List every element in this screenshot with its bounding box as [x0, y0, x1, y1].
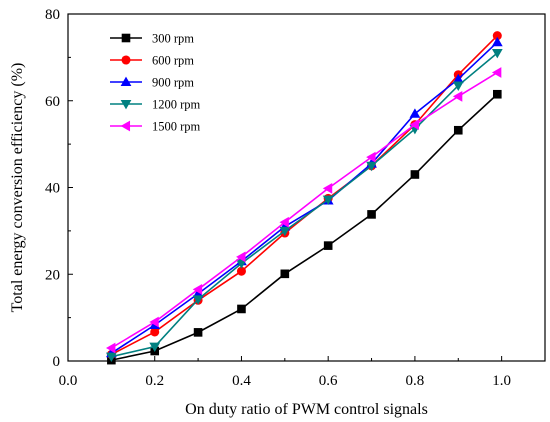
data-point — [366, 151, 376, 163]
x-tick-label: 0.6 — [319, 373, 338, 389]
x-tick-label: 0.2 — [145, 373, 164, 389]
data-point — [237, 304, 246, 314]
series-1200-rpm — [105, 49, 503, 363]
series-line — [111, 93, 498, 361]
data-point — [280, 269, 290, 279]
data-point — [492, 31, 502, 41]
series-line — [111, 52, 498, 358]
data-point — [193, 328, 203, 337]
data-point — [149, 316, 159, 328]
x-tick-label: 0.8 — [406, 373, 425, 389]
x-tick-label: 0.0 — [59, 373, 78, 389]
legend-marker — [120, 99, 132, 110]
legend-marker — [121, 33, 131, 43]
plot-frame — [67, 13, 546, 362]
legend-item: 1200 rpm — [110, 98, 201, 112]
legend-label: 1200 rpm — [152, 98, 201, 112]
legend-label: 600 rpm — [152, 54, 194, 68]
data-point — [491, 67, 502, 78]
data-point — [322, 195, 334, 206]
series-line — [110, 71, 498, 349]
legend-marker — [120, 76, 132, 87]
y-tick-label: 60 — [45, 94, 60, 110]
data-point — [192, 295, 204, 305]
legend-item: 1500 rpm — [110, 120, 201, 134]
legend-item: 900 rpm — [110, 76, 194, 90]
data-point — [236, 259, 247, 269]
x-axis-title: On duty ratio of PWM control signals — [185, 401, 428, 418]
data-point — [452, 81, 464, 91]
data-point — [279, 216, 289, 228]
data-point — [236, 266, 246, 276]
data-point — [491, 36, 503, 47]
data-point — [323, 241, 333, 250]
data-point — [453, 125, 463, 135]
legend-item: 600 rpm — [110, 54, 194, 68]
data-point — [452, 73, 464, 84]
series-line — [110, 41, 498, 354]
y-tick-label: 80 — [45, 7, 60, 23]
legend-label: 300 rpm — [152, 32, 194, 46]
data-point — [410, 170, 420, 179]
y-tick-label: 20 — [45, 267, 60, 283]
data-point — [105, 342, 116, 354]
legend-label: 900 rpm — [152, 76, 194, 90]
data-point — [236, 251, 246, 263]
data-point — [192, 284, 203, 295]
series-1500-rpm — [105, 67, 502, 354]
y-axis-ticks: 0 20 40 60 80 — [45, 7, 73, 370]
plot-border — [67, 13, 546, 362]
legend-marker — [121, 55, 131, 65]
data-point — [491, 49, 503, 59]
data-point — [409, 119, 419, 130]
data-point — [105, 352, 117, 363]
y-axis-title: Total energy conversion efficiency (%) — [9, 63, 26, 313]
legend-item: 300 rpm — [110, 32, 194, 46]
y-tick-label: 0 — [53, 354, 61, 370]
data-point — [279, 226, 291, 237]
legend: 300 rpm 600 rpm 900 rpm 1200 rpm 1500 rpm — [110, 32, 201, 134]
data-point — [367, 210, 376, 219]
data-point — [452, 91, 463, 102]
legend-label: 1500 rpm — [152, 120, 201, 134]
data-point — [409, 108, 421, 118]
data-point — [322, 182, 333, 194]
data-point — [366, 161, 377, 172]
x-tick-label: 1.0 — [492, 373, 511, 389]
data-point — [493, 89, 502, 99]
data-point — [150, 327, 160, 337]
legend-marker — [120, 120, 131, 132]
series-layer — [105, 31, 503, 365]
x-tick-label: 0.4 — [232, 373, 251, 389]
x-axis-ticks: 0.0 0.2 0.4 0.6 0.8 1.0 — [59, 356, 511, 389]
data-point — [149, 342, 161, 353]
y-tick-label: 40 — [45, 181, 60, 197]
